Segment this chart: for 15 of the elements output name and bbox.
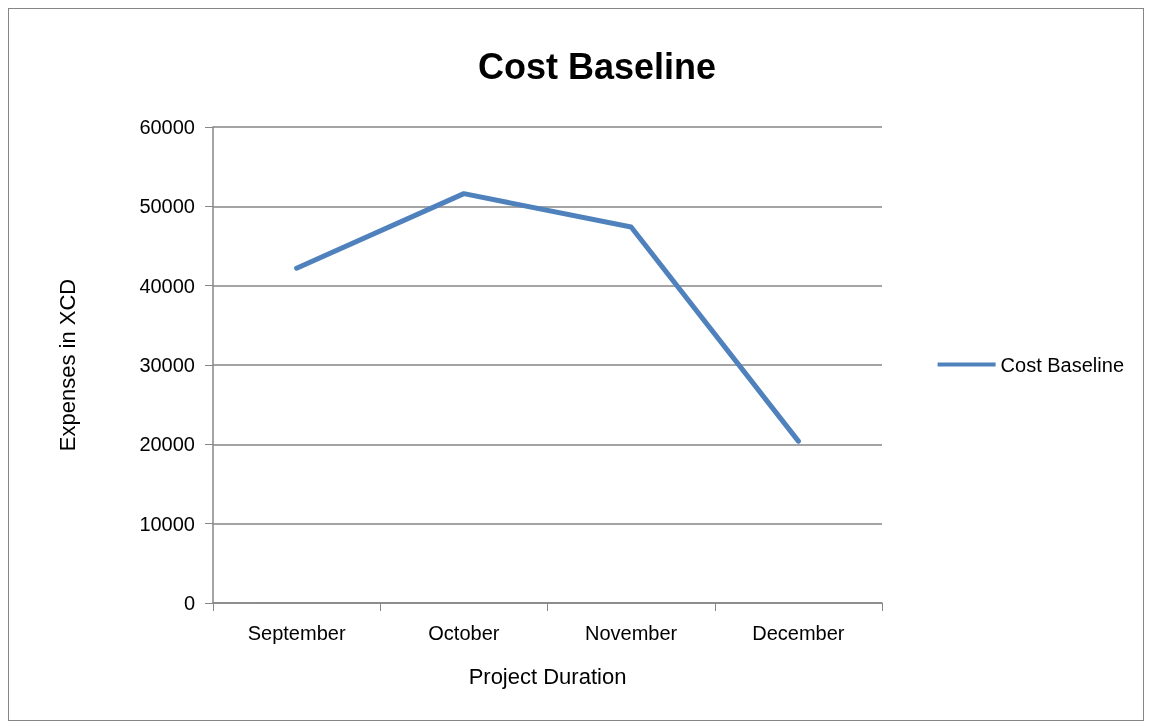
x-axis-title: Project Duration <box>468 663 627 689</box>
chart-title: Cost Baseline <box>477 45 717 87</box>
x-tick-label: December <box>752 622 845 644</box>
x-tick-label: November <box>584 622 678 644</box>
y-tick-label: 10000 <box>139 512 195 535</box>
y-tick-label: 0 <box>183 592 195 614</box>
y-axis-title: Expenses in XCD <box>54 278 80 452</box>
y-tick-label: 20000 <box>139 433 195 456</box>
y-tick-label: 40000 <box>139 274 195 297</box>
legend-label: Cost Baseline <box>1000 353 1125 376</box>
y-tick-label: 50000 <box>139 195 195 218</box>
y-tick-label: 30000 <box>139 354 195 376</box>
y-tick-label: 60000 <box>139 116 195 138</box>
x-tick-label: September <box>247 622 346 644</box>
x-tick-label: October <box>428 622 500 644</box>
